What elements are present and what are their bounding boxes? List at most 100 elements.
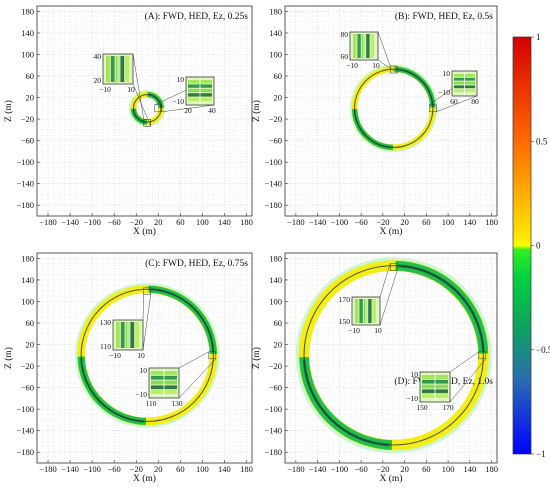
zoom-inset: 150 170 10 −10 bbox=[406, 351, 487, 412]
y-tick-label: −180 bbox=[16, 200, 34, 210]
inset-x-label: 40 bbox=[208, 106, 216, 115]
zoom-target-box bbox=[208, 351, 217, 360]
panel-title: (B): FWD, HED, Ez, 0.5s bbox=[395, 11, 493, 22]
x-tick-label: 20 bbox=[154, 464, 163, 474]
wavefront-crest bbox=[132, 93, 162, 123]
x-tick-label: 180 bbox=[485, 464, 498, 474]
inset-frame bbox=[148, 367, 180, 399]
y-tick-label: 100 bbox=[21, 49, 34, 59]
inset-y-label: 150 bbox=[339, 317, 351, 326]
y-tick-label: −140 bbox=[264, 426, 282, 436]
inset-x-label: −10 bbox=[348, 326, 360, 335]
x-tick-label: 20 bbox=[400, 464, 409, 474]
inset-field-band bbox=[368, 299, 372, 323]
y-tick-label: −20 bbox=[21, 114, 34, 124]
x-axis-label: X (m) bbox=[380, 226, 403, 237]
zoom-connector bbox=[436, 95, 478, 113]
wavefront-crest bbox=[303, 265, 484, 446]
panel-title: (C): FWD, HED, Ez, 0.75s bbox=[145, 258, 248, 269]
axes-frame bbox=[284, 252, 498, 464]
zoom-connector bbox=[161, 104, 215, 113]
axes-frame bbox=[36, 5, 253, 217]
x-tick-label: 140 bbox=[218, 464, 231, 474]
inset-y-label: 60 bbox=[341, 52, 349, 61]
inset-field-band bbox=[115, 56, 120, 82]
inset-field-band bbox=[370, 34, 374, 58]
inset-field-band bbox=[353, 34, 357, 58]
x-tick-label: 20 bbox=[154, 217, 163, 227]
y-tick-label: 60 bbox=[26, 71, 35, 81]
x-tick-label: 60 bbox=[422, 464, 431, 474]
x-tick-label: −20 bbox=[376, 464, 389, 474]
x-tick-label: −140 bbox=[61, 464, 79, 474]
y-tick-label: −60 bbox=[269, 136, 282, 146]
inset-field-band bbox=[125, 322, 130, 348]
zoom-inset: 110 130 10 −10 bbox=[135, 351, 217, 408]
inset-field-band bbox=[355, 299, 359, 323]
zoom-target-box bbox=[389, 263, 398, 271]
zoom-inset: −10 10 40 20 bbox=[94, 52, 152, 127]
inset-field-band bbox=[359, 299, 363, 323]
y-tick-label: −140 bbox=[264, 179, 282, 189]
x-tick-label: −100 bbox=[331, 464, 349, 474]
y-tick-label: −180 bbox=[264, 200, 282, 210]
inset-y-label: 80 bbox=[341, 30, 349, 39]
zoom-inset: 60 80 10 −10 bbox=[429, 69, 479, 113]
inset-y-label: 10 bbox=[443, 69, 451, 78]
y-tick-label: −180 bbox=[264, 447, 282, 457]
x-tick-label: −140 bbox=[309, 464, 327, 474]
zoom-inset: −10 10 170 150 bbox=[339, 263, 398, 335]
x-tick-label: −100 bbox=[83, 217, 101, 227]
zoom-connector bbox=[377, 31, 391, 67]
y-tick-label: 140 bbox=[21, 28, 34, 38]
y-tick-label: −20 bbox=[21, 361, 34, 371]
zoom-connector bbox=[132, 83, 151, 127]
zoom-target-box bbox=[478, 351, 487, 360]
inset-y-label: 110 bbox=[100, 342, 111, 351]
x-tick-label: −60 bbox=[354, 464, 367, 474]
zoom-connector bbox=[142, 287, 145, 321]
inset-x-label: 130 bbox=[171, 399, 183, 408]
inset-y-label: −10 bbox=[172, 97, 184, 106]
inset-field-band bbox=[130, 322, 135, 348]
inset-field-band bbox=[116, 322, 120, 348]
y-tick-label: 100 bbox=[21, 296, 34, 306]
zoom-connector bbox=[132, 53, 145, 120]
y-tick-label: 60 bbox=[274, 318, 283, 328]
plot-area bbox=[285, 253, 497, 463]
x-tick-label: 60 bbox=[176, 464, 185, 474]
x-tick-label: 140 bbox=[218, 217, 231, 227]
zoom-connector bbox=[178, 358, 216, 399]
y-tick-label: −140 bbox=[16, 179, 34, 189]
y-tick-label: −100 bbox=[264, 404, 282, 414]
colorbar-tick-label: 1 bbox=[536, 32, 541, 42]
y-tick-label: 20 bbox=[26, 93, 35, 103]
wavefront-halo bbox=[128, 89, 166, 127]
y-tick-label: 20 bbox=[274, 340, 283, 350]
wavefront-halo bbox=[74, 283, 220, 428]
x-tick-label: −180 bbox=[287, 464, 305, 474]
y-axis-label: Z (m) bbox=[251, 100, 262, 122]
colorbar-tick-label: 0 bbox=[536, 241, 541, 251]
x-tick-label: −180 bbox=[39, 217, 57, 227]
y-tick-label: 180 bbox=[21, 6, 34, 16]
chart-panel-3: −180 −140 −100 −60 −20 20 60 100 140 180−180−140−… bbox=[3, 252, 253, 484]
x-tick-label: 180 bbox=[485, 217, 498, 227]
zoom-inset: −10 10 130 110 bbox=[100, 286, 152, 360]
zoom-target-box bbox=[154, 104, 163, 113]
y-tick-label: 100 bbox=[269, 296, 282, 306]
x-tick-label: −60 bbox=[108, 217, 121, 227]
y-axis-label: Z (m) bbox=[3, 347, 14, 369]
inset-x-label: −10 bbox=[109, 351, 121, 360]
inset-frame bbox=[185, 76, 215, 106]
zoom-connector bbox=[449, 351, 479, 373]
colorbar-tick-label: −1 bbox=[536, 449, 546, 459]
x-axis-label: X (m) bbox=[133, 473, 156, 484]
y-tick-label: −100 bbox=[16, 404, 34, 414]
x-tick-label: −140 bbox=[61, 217, 79, 227]
colorbar-tick-label: 0.5 bbox=[536, 136, 548, 146]
chart-panel-1: −180 −140 −100 −60 −20 20 60 100 140 180 −180 −140 −… bbox=[3, 5, 253, 237]
colorbar: 1 0.5 0 −0.5 −1 bbox=[512, 32, 550, 459]
zoom-target-box bbox=[389, 65, 398, 74]
inset-x-label: −10 bbox=[346, 61, 358, 70]
